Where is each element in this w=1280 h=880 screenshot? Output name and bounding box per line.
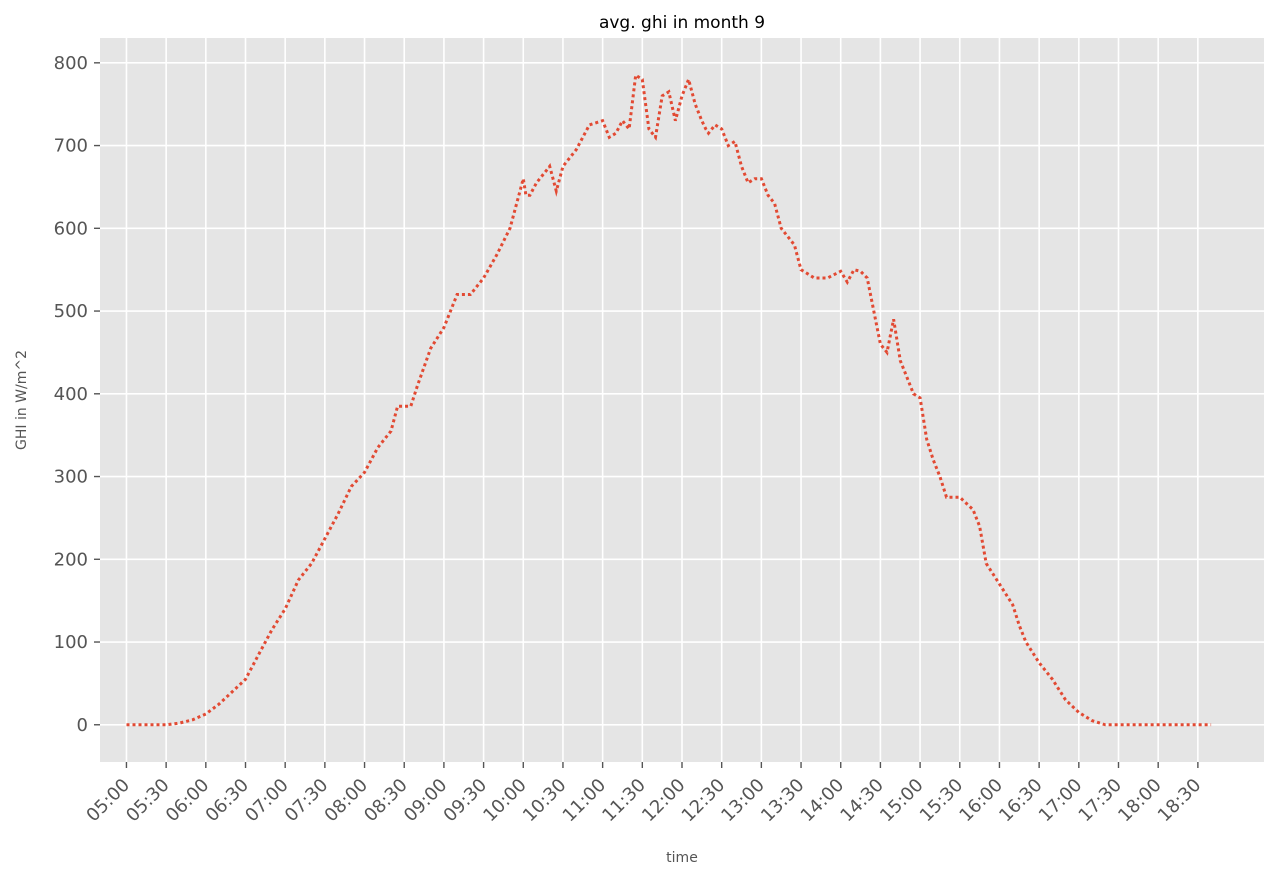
y-tick-label: 800 <box>54 53 88 74</box>
y-tick-label: 500 <box>54 301 88 322</box>
x-tick-label: 11:30 <box>598 775 650 827</box>
y-tick-label: 0 <box>77 715 88 736</box>
chart-title: avg. ghi in month 9 <box>599 13 765 33</box>
y-axis-title: GHI in W/m^2 <box>14 350 30 450</box>
x-tick-label: 07:30 <box>281 775 333 827</box>
x-tick-label: 10:30 <box>519 775 571 827</box>
x-tick-label: 18:30 <box>1154 775 1206 827</box>
x-tick-label: 06:00 <box>162 775 214 827</box>
x-tick-label: 09:00 <box>400 775 452 827</box>
x-tick-label: 14:30 <box>836 775 888 827</box>
y-tick-label: 300 <box>54 467 88 488</box>
x-axis-title: time <box>666 850 698 866</box>
x-tick-label: 12:00 <box>638 775 690 827</box>
y-tick-label: 600 <box>54 218 88 239</box>
x-tick-label: 08:00 <box>321 775 373 827</box>
x-tick-label: 08:30 <box>360 775 412 827</box>
x-tick-label: 09:30 <box>440 775 492 827</box>
x-tick-label: 15:00 <box>876 775 928 827</box>
x-tick-label: 12:30 <box>678 775 730 827</box>
x-tick-label: 14:00 <box>797 775 849 827</box>
x-tick-label: 07:00 <box>241 775 293 827</box>
x-tick-label: 05:30 <box>122 775 174 827</box>
x-tick-label: 16:30 <box>995 775 1047 827</box>
grid-lines <box>100 38 1264 762</box>
y-tick-label: 200 <box>54 549 88 570</box>
y-tick-label: 100 <box>54 632 88 653</box>
x-tick-label: 11:00 <box>559 775 611 827</box>
x-tick-label: 17:00 <box>1035 775 1087 827</box>
ghi-series-line <box>126 72 1212 727</box>
x-tick-label: 05:00 <box>82 775 134 827</box>
x-tick-label: 16:00 <box>955 775 1007 827</box>
x-tick-label: 06:30 <box>202 775 254 827</box>
x-tick-label: 15:30 <box>916 775 968 827</box>
y-tick-label: 700 <box>54 136 88 157</box>
x-tick-label: 17:30 <box>1075 775 1127 827</box>
x-tick-label: 18:00 <box>1114 775 1166 827</box>
y-tick-label: 400 <box>54 384 88 405</box>
x-tick-label: 13:30 <box>757 775 809 827</box>
x-tick-label: 10:00 <box>479 775 531 827</box>
x-tick-label: 13:00 <box>717 775 769 827</box>
